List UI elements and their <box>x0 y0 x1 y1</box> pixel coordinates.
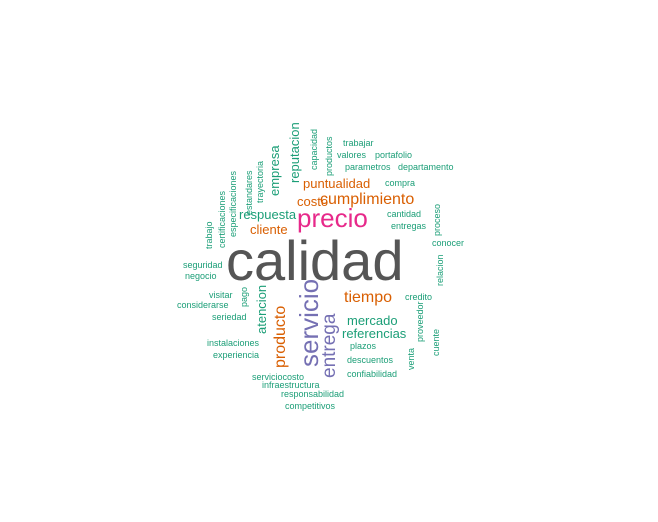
word-compra: compra <box>385 178 416 188</box>
word-cantidad: cantidad <box>387 209 422 219</box>
word-mercado: mercado <box>347 313 398 328</box>
word-cliente: cliente <box>250 222 288 237</box>
word-trabajo: trabajo <box>204 221 214 249</box>
word-proceso: proceso <box>432 203 442 236</box>
word-producto: producto <box>272 305 289 368</box>
word-cuente: cuente <box>431 328 441 356</box>
word-precio: precio <box>297 203 368 233</box>
word-puntualidad: puntualidad <box>303 176 371 191</box>
word-entregas: entregas <box>391 221 427 231</box>
word-responsabilidad: responsabilidad <box>281 389 345 399</box>
word-reputacion: reputacion <box>287 122 302 183</box>
word-seguridad: seguridad <box>183 260 223 270</box>
word-seriedad: seriedad <box>212 312 247 322</box>
word-experiencia: experiencia <box>213 350 260 360</box>
word-productos: productos <box>324 136 334 176</box>
word-descuentos: descuentos <box>347 355 394 365</box>
word-serviciocosto: serviciocosto <box>252 372 305 382</box>
word-departamento: departamento <box>398 162 454 172</box>
word-respuesta: respuesta <box>239 207 297 222</box>
word-venta: venta <box>406 347 416 370</box>
word-especificaciones: especificaciones <box>228 170 238 237</box>
word-confiabilidad: confiabilidad <box>347 369 398 379</box>
word-cumplimiento: cumplimiento <box>320 191 415 208</box>
word-referencias: referencias <box>342 326 407 341</box>
word-valores: valores <box>337 150 367 160</box>
word-trabajar: trabajar <box>343 138 374 148</box>
word-calidad: calidad <box>226 229 404 292</box>
word-instalaciones: instalaciones <box>207 338 260 348</box>
word-certificaciones: certificaciones <box>217 190 227 248</box>
word-parametros: parametros <box>345 162 391 172</box>
word-costo: costo <box>297 194 329 209</box>
word-entrega: entrega <box>319 313 340 378</box>
word-plazos: plazos <box>350 341 377 351</box>
word-empresa: empresa <box>267 145 282 196</box>
word-capacidad: capacidad <box>309 128 319 170</box>
word-relacion: relacion <box>435 254 445 286</box>
word-proveedor: proveedor <box>415 301 425 342</box>
word-visitar: visitar <box>209 290 233 300</box>
word-infraestructura: infraestructura <box>262 380 320 390</box>
word-estandares: estandares <box>244 170 254 215</box>
word-competitivos: competitivos <box>285 401 336 411</box>
word-trayectoria: trayectoria <box>255 160 265 203</box>
word-negocio: negocio <box>185 271 217 281</box>
word-atencion: atencion <box>254 284 269 334</box>
word-pago: pago <box>239 286 249 307</box>
word-credito: credito <box>405 292 433 302</box>
word-tiempo: tiempo <box>344 289 393 306</box>
word-considerarse: considerarse <box>177 300 229 310</box>
word-conocer: conocer <box>432 238 465 248</box>
word-portafolio: portafolio <box>375 150 413 160</box>
